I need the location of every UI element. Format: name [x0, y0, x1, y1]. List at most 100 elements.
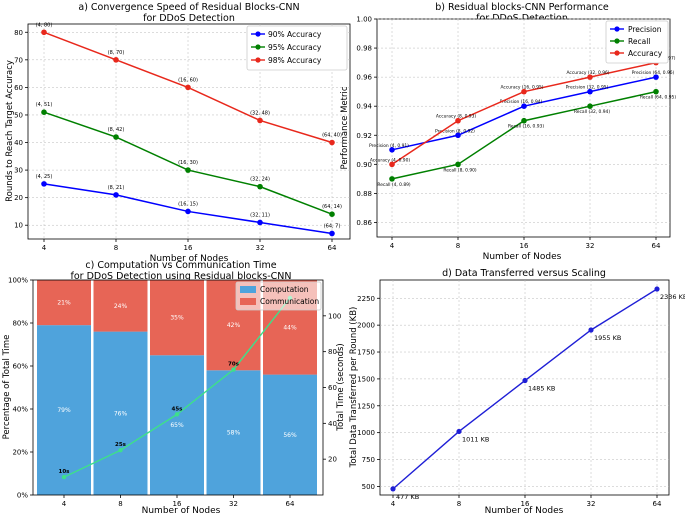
panel-b-subtitle: for DDoS Detection	[476, 13, 568, 24]
data-point-accuracy	[389, 161, 395, 168]
data-point-98-accuracy	[185, 84, 191, 91]
panel-d-title: d) Data Transferred versus Scaling	[442, 268, 606, 279]
panel-c-axes: 4 8 16 32 64 0% 20% 40% 60% 80% 100% 20 40 60 80 100	[8, 277, 341, 509]
panel-a-title: a) Convergence Speed of Residual Blocks-…	[78, 2, 299, 13]
data-point-95-accuracy	[185, 167, 191, 173]
panel-d-y-tick-label: 1500	[357, 375, 375, 383]
panel-b-series: Precision (4, 0.91) Precision (8, 0.92) Pr…	[369, 56, 676, 188]
data-point-accuracy	[587, 74, 593, 80]
panel-b-y-axis-label: Performance Metric	[340, 86, 350, 169]
panel-a-y-tick-label: 20	[14, 194, 23, 202]
data-point-95-accuracy	[329, 211, 335, 217]
panel-a-y-tick-label: 60	[14, 84, 23, 92]
panel-b-y-tick-label: 0.98	[356, 45, 372, 53]
bar-label-communication: 21%	[57, 300, 71, 307]
data-label-precision: Precision (16, 0.94)	[500, 99, 543, 105]
total-time-point	[61, 474, 67, 480]
data-point-98-accuracy	[113, 57, 119, 63]
data-label-precision: Precision (32, 0.95)	[566, 85, 609, 91]
panel-a-y-axis-label: Rounds to Reach Target Accuracy	[5, 60, 15, 202]
data-label-95-accuracy: (64, 14)	[322, 204, 342, 210]
data-point-accuracy	[521, 88, 527, 95]
data-point-accuracy	[455, 117, 461, 124]
data-label-98-accuracy: (16, 60)	[178, 77, 198, 83]
panel-b-y-tick-label: 1.00	[356, 16, 372, 24]
data-point-90-accuracy	[113, 192, 119, 198]
panel-b-x-tick-label: 64	[652, 242, 661, 250]
bar-label-communication: 35%	[170, 315, 184, 322]
data-label-accuracy: Accuracy (16, 0.95)	[500, 85, 543, 91]
data-label-90-accuracy: (4, 25)	[36, 174, 53, 180]
panel-a-y-tick-label: 50	[14, 111, 23, 119]
legend-swatch-communication	[240, 298, 256, 305]
data-point-data-transferred	[654, 286, 660, 292]
panel-d-y-axis-label: Total Data Transferred per Round (KB)	[349, 307, 359, 469]
data-label-98-accuracy: (4, 80)	[36, 22, 53, 28]
data-label-data-transferred: 2336 KB	[660, 293, 685, 301]
panel-c-y-tick-label: 60%	[12, 363, 28, 371]
panel-c-legend-box	[235, 281, 322, 311]
data-label-data-transferred: 1955 KB	[594, 334, 621, 342]
panel-a-x-axis-label: Number of Nodes	[150, 254, 229, 264]
panel-c-y-tick-label: 20%	[12, 449, 28, 457]
panel-d-x-tick-label: 16	[521, 500, 530, 508]
panel-d-axes: 4 8 16 32 64 500 750 1000 1250 1500 1750 2000 2250	[357, 280, 669, 508]
panel-b-legend: Precision Recall Accuracy	[605, 20, 669, 64]
panel-b-y-tick-label: 0.96	[356, 74, 372, 82]
data-label-accuracy: Accuracy (8, 0.93)	[436, 114, 477, 120]
total-time-label: 45s	[172, 406, 184, 412]
data-point-data-transferred	[522, 377, 528, 384]
legend-dot-90	[255, 31, 261, 37]
panel-c-y-tick-label: 0%	[17, 492, 28, 500]
total-time-point	[118, 448, 123, 453]
data-point-precision	[653, 74, 659, 80]
panel-a-convergence-chart: a) Convergence Speed of Residual Blocks-…	[5, 2, 351, 264]
panel-b-x-tick-label: 16	[520, 242, 529, 250]
panel-b-x-axis-label: Number of Nodes	[483, 252, 562, 262]
legend-label-90: 90% Accuracy	[268, 30, 322, 39]
bar-communication	[37, 280, 91, 326]
panel-b-y-tick-label: 0.94	[356, 103, 372, 111]
bar-label-computation: 79%	[57, 407, 71, 414]
data-label-accuracy: Accuracy (32, 0.96)	[566, 70, 609, 76]
legend-swatch-computation	[240, 286, 256, 293]
data-point-data-transferred	[588, 327, 594, 333]
panel-c-x-tick-label: 32	[229, 500, 238, 508]
bar-label-communication: 24%	[114, 303, 128, 310]
data-label-98-accuracy: (64, 40)	[322, 133, 342, 139]
bar-label-communication: 44%	[283, 324, 297, 331]
data-label-precision: Precision (4, 0.91)	[369, 143, 409, 149]
total-time-point	[174, 412, 180, 417]
panel-d-x-tick-label: 64	[653, 500, 662, 508]
bar-label-computation: 58%	[227, 430, 241, 437]
panel-a-subtitle: for DDoS Detection	[143, 13, 235, 24]
data-point-recall	[653, 88, 659, 95]
data-point-95-accuracy	[41, 109, 47, 116]
panel-c-y2-tick-label: 100	[328, 312, 341, 320]
bar-label-computation: 65%	[170, 422, 184, 429]
data-point-data-transferred	[456, 428, 462, 435]
data-label-recall: Recall (16, 0.93)	[508, 124, 544, 130]
data-label-recall: Recall (4, 0.89)	[377, 182, 411, 188]
panel-c-x-tick-label: 8	[118, 500, 122, 508]
panel-d-x-tick-label: 8	[457, 500, 461, 508]
panel-c-x-tick-label: 64	[286, 500, 295, 508]
data-point-precision	[455, 132, 461, 139]
panel-d-x-tick-label: 32	[587, 500, 596, 508]
legend-dot-recall	[614, 38, 620, 44]
data-label-recall: Recall (64, 0.95)	[640, 95, 676, 101]
legend-dot-98	[255, 57, 261, 63]
panel-d-y-tick-label: 2000	[357, 322, 375, 330]
panel-b-x-tick-label: 8	[456, 242, 460, 250]
data-point-95-accuracy	[257, 183, 263, 190]
data-label-precision: Precision (64, 0.96)	[632, 70, 675, 76]
bar-label-computation: 56%	[283, 432, 297, 439]
legend-dot-precision	[614, 26, 620, 32]
total-time-label: 10s	[59, 469, 71, 475]
data-point-98-accuracy	[257, 117, 263, 124]
data-point-data-transferred	[390, 486, 396, 492]
data-point-90-accuracy	[329, 230, 335, 237]
legend-label-95: 95% Accuracy	[268, 43, 322, 52]
panel-b-title: b) Residual blocks-CNN Performance	[435, 2, 609, 13]
data-label-data-transferred: 1485 KB	[528, 385, 555, 393]
